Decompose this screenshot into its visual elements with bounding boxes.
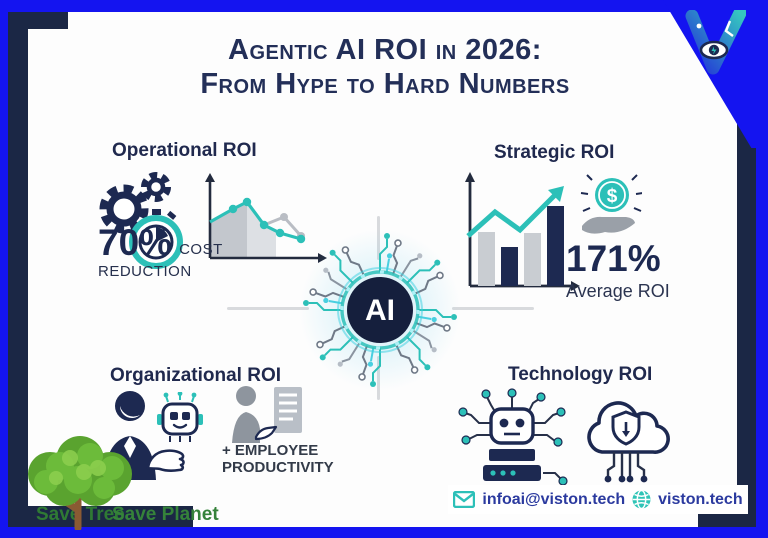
divider-horizontal-left [227, 307, 309, 310]
top-left-corner-accent [28, 12, 68, 29]
operational-metric-label-2: REDUCTION [98, 263, 192, 280]
ai-robot-circuit-icon [458, 388, 568, 486]
heading-organizational-roi: Organizational ROI [110, 365, 282, 386]
dollar-coin-hand-icon: $ [580, 174, 642, 234]
secure-cloud-icon [587, 401, 670, 483]
heading-strategic-roi: Strategic ROI [494, 142, 615, 163]
contact-email[interactable]: infoai@viston.tech [482, 490, 626, 508]
viston-logo [685, 10, 746, 75]
title-line-1: Agentic AI ROI in 2026: [228, 34, 542, 66]
robot-head-icon [157, 392, 203, 442]
email-icon [453, 491, 476, 508]
operational-metric: 70% COST REDUCTION [98, 224, 223, 281]
strategic-metric: 171% Average ROI [566, 240, 670, 302]
bottom-right-accent [698, 513, 737, 527]
divider-vertical-bottom [377, 356, 380, 400]
organizational-caption-line-2: PRODUCTIVITY [222, 459, 334, 477]
title-line-2: From Hype to Hard Numbers [200, 67, 570, 100]
divider-horizontal-right [452, 307, 534, 310]
operational-metric-label-1: COST [179, 240, 223, 258]
strategic-metric-value: 171% [566, 238, 661, 279]
heading-technology-roi: Technology ROI [508, 364, 653, 385]
tree-image [28, 436, 132, 530]
globe-icon [632, 490, 651, 509]
ai-label: AI [365, 294, 395, 327]
heading-operational-roi: Operational ROI [112, 140, 257, 161]
growth-bar-chart-icon [465, 172, 580, 291]
ai-circuit-hub: AI [302, 232, 458, 388]
page-title: Agentic AI ROI in 2026: From Hype to Har… [150, 34, 620, 101]
bottom-left-accent [28, 506, 193, 527]
organizational-caption-line-1: + EMPLOYEE [222, 442, 319, 459]
declining-line-chart-icon [205, 173, 327, 263]
organizational-caption: + EMPLOYEE PRODUCTIVITY [222, 442, 334, 476]
gears-stopwatch-icon [99, 172, 183, 269]
dollar-symbol: $ [607, 186, 618, 207]
strategic-metric-label: Average ROI [566, 281, 670, 301]
employee-document-icon [232, 386, 302, 443]
contact-bar: infoai@viston.tech viston.tech [448, 485, 748, 514]
right-accent-bar [737, 86, 756, 527]
operational-metric-value: 70% [98, 222, 173, 263]
save-planet-label: Save Planet [112, 504, 219, 525]
divider-vertical-top [377, 216, 380, 260]
left-accent-bar [8, 12, 28, 527]
contact-website[interactable]: viston.tech [658, 490, 743, 508]
